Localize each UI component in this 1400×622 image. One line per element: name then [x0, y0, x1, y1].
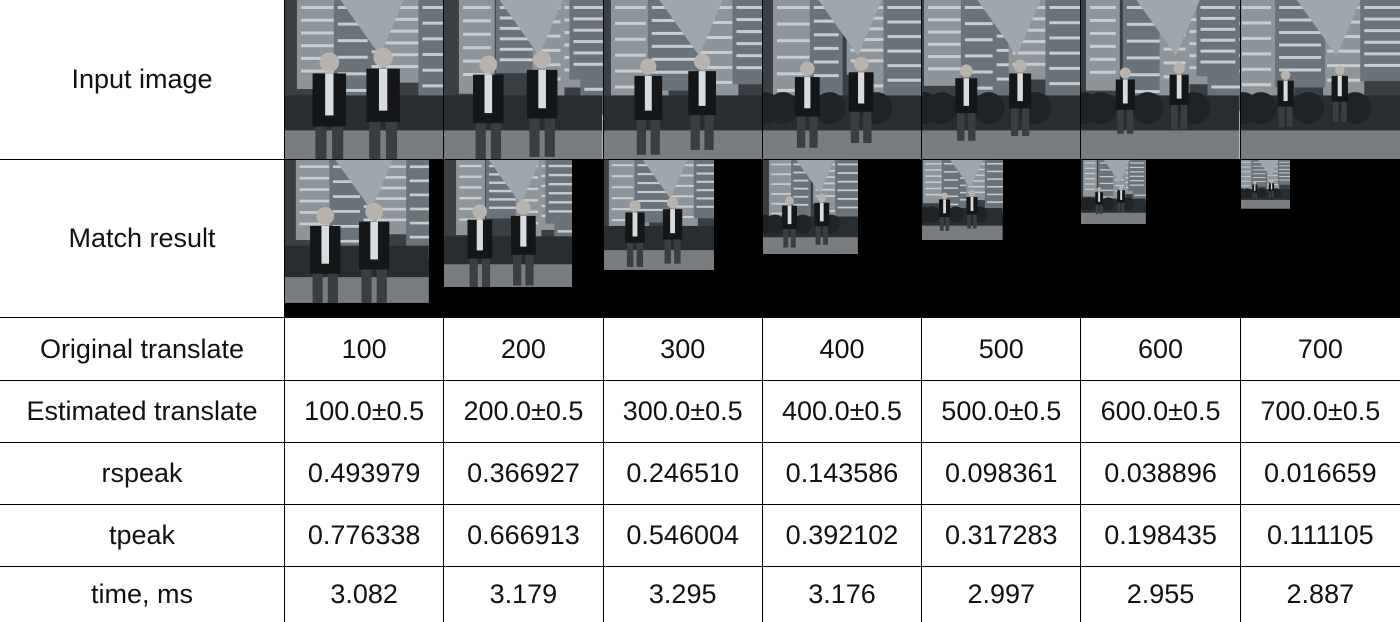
estimated-translate-value: 500.0±0.5: [922, 381, 1082, 443]
tpeak-value: 0.317283: [922, 505, 1082, 567]
row-label-original-translate: Original translate: [0, 318, 285, 381]
time-value: 3.082: [285, 567, 445, 622]
rspeak-value: 0.038896: [1081, 443, 1241, 505]
street-photo: [603, 0, 762, 159]
estimated-translate-value: 700.0±0.5: [1240, 381, 1400, 443]
row-label-estimated-translate: Estimated translate: [0, 381, 285, 443]
match-image-500: [922, 160, 1082, 318]
tpeak-value: 0.776338: [285, 505, 445, 567]
input-image-300: [603, 0, 763, 160]
row-label-input-image: Input image: [0, 0, 285, 160]
street-photo: [762, 0, 922, 159]
match-image-400: [762, 160, 923, 318]
estimated-translate-value: 600.0±0.5: [1081, 381, 1241, 443]
rspeak-value: 0.143586: [762, 443, 923, 505]
tpeak-value: 0.198435: [1081, 505, 1241, 567]
estimated-translate-value: 100.0±0.5: [285, 381, 445, 443]
matched-photo: [603, 160, 715, 270]
matched-photo: [762, 160, 858, 255]
match-image-100: [285, 160, 445, 318]
input-image-700: [1240, 0, 1400, 160]
tpeak-value: 0.666913: [444, 505, 604, 567]
street-photo: [922, 0, 1081, 159]
row-label-tpeak: tpeak: [0, 505, 285, 567]
original-translate-value: 700: [1240, 318, 1400, 381]
original-translate-value: 100: [285, 318, 445, 381]
row-label-match-result: Match result: [0, 160, 285, 318]
street-photo: [444, 0, 603, 159]
rspeak-value: 0.098361: [922, 443, 1082, 505]
tpeak-value: 0.546004: [603, 505, 763, 567]
match-image-200: [444, 160, 604, 318]
row-label-rspeak: rspeak: [0, 443, 285, 505]
original-translate-value: 300: [603, 318, 763, 381]
rspeak-value: 0.493979: [285, 443, 445, 505]
matched-photo: [1081, 160, 1147, 225]
match-image-600: [1081, 160, 1241, 318]
estimated-translate-value: 200.0±0.5: [444, 381, 604, 443]
time-value: 3.176: [763, 567, 923, 622]
street-photo: [1240, 0, 1400, 159]
estimated-translate-value: 400.0±0.5: [762, 381, 923, 443]
time-value: 2.955: [1081, 567, 1241, 622]
rspeak-value: 0.016659: [1240, 443, 1400, 505]
original-translate-value: 200: [444, 318, 604, 381]
time-value: 3.179: [444, 567, 604, 622]
matched-photo: [444, 160, 573, 288]
input-image-600: [1081, 0, 1241, 160]
time-value: 2.997: [922, 567, 1082, 622]
input-image-100: [285, 0, 445, 160]
input-image-500: [922, 0, 1082, 160]
tpeak-value: 0.392102: [762, 505, 923, 567]
input-image-400: [762, 0, 923, 160]
street-photo: [285, 0, 444, 159]
matched-photo: [1240, 160, 1290, 209]
rspeak-value: 0.366927: [444, 443, 604, 505]
tpeak-value: 0.111105: [1240, 505, 1400, 567]
match-image-300: [603, 160, 763, 318]
original-translate-value: 600: [1081, 318, 1241, 381]
match-image-700: [1240, 160, 1400, 318]
estimated-translate-value: 300.0±0.5: [603, 381, 763, 443]
street-photo: [1081, 0, 1240, 159]
matched-photo: [285, 160, 429, 303]
original-translate-value: 400: [762, 318, 923, 381]
time-value: 3.295: [604, 567, 763, 622]
input-image-200: [444, 0, 604, 160]
time-value: 2.887: [1286, 579, 1355, 609]
matched-photo: [922, 160, 1003, 241]
rspeak-value: 0.246510: [603, 443, 763, 505]
row-label-time: time, ms: [0, 567, 285, 622]
original-translate-value: 500: [922, 318, 1082, 381]
